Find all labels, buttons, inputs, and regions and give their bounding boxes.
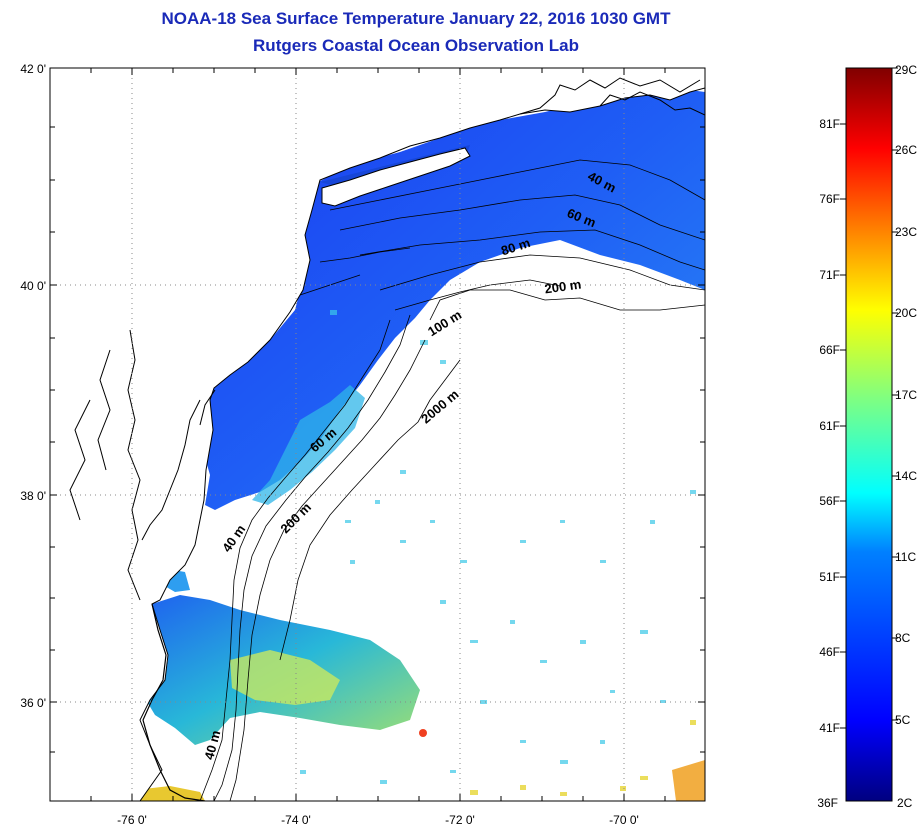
colorbar-f-71: 71F <box>819 268 840 282</box>
lon-label-76: -76 0' <box>117 813 147 827</box>
lon-label-72: -72 0' <box>445 813 475 827</box>
lat-label-42: 42 0' <box>20 62 46 76</box>
colorbar <box>845 67 893 802</box>
axis-ticks <box>50 68 705 801</box>
colorbar-f-56: 56F <box>819 494 840 508</box>
colorbar-c-5: 5C <box>895 713 911 727</box>
colorbar-f-51: 51F <box>819 570 840 584</box>
colorbar-f-46: 46F <box>819 645 840 659</box>
contour-label-40m-south: 40 m <box>201 729 223 762</box>
colorbar-c-8: 8C <box>895 631 911 645</box>
coastline-long-island <box>321 147 471 207</box>
colorbar-f-66: 66F <box>819 343 840 357</box>
colorbar-c-23: 23C <box>895 225 917 239</box>
colorbar-c-20: 20C <box>895 306 917 320</box>
coastline-delmarva <box>141 389 216 541</box>
coastline-outer-banks <box>142 603 206 801</box>
coastline-new-england <box>519 77 705 116</box>
colorbar-f-81: 81F <box>819 117 840 131</box>
map-grid <box>50 68 705 801</box>
bathymetry-contours <box>199 159 705 801</box>
map-area: 40 m 60 m 80 m 200 m 100 m 2000 m 60 m 2… <box>50 68 705 801</box>
coastline-chesapeake <box>69 329 141 601</box>
colorbar-f-36: 36F <box>817 796 838 810</box>
colorbar-f-41: 41F <box>819 721 840 735</box>
contour-label-200m-north: 200 m <box>544 276 583 296</box>
map-subtitle: Rutgers Coastal Ocean Observation Lab <box>253 36 579 55</box>
colorbar-f-61: 61F <box>819 419 840 433</box>
colorbar-c-2: 2C <box>897 796 913 810</box>
colorbar-c-11: 11C <box>895 550 916 564</box>
sst-scatter <box>300 310 696 784</box>
coastline-mainland <box>50 68 705 801</box>
colorbar-c-26: 26C <box>895 143 917 157</box>
sst-hot-spot <box>419 729 427 737</box>
sst-bottom-right-warm <box>672 760 705 801</box>
lon-label-74: -74 0' <box>281 813 311 827</box>
colorbar-c-29: 29C <box>895 63 917 77</box>
map-title: NOAA-18 Sea Surface Temperature January … <box>161 9 671 28</box>
colorbar-f-76: 76F <box>819 192 840 206</box>
sst-bottom-warm-patch <box>135 786 205 801</box>
colorbar-c-17: 17C <box>895 388 917 402</box>
lat-label-36: 36 0' <box>20 696 46 710</box>
colorbar-c-14: 14C <box>895 469 917 483</box>
lon-label-70: -70 0' <box>609 813 639 827</box>
lat-label-38: 38 0' <box>20 489 46 503</box>
sst-south-warm-patch <box>230 650 340 705</box>
lat-label-40: 40 0' <box>20 279 46 293</box>
